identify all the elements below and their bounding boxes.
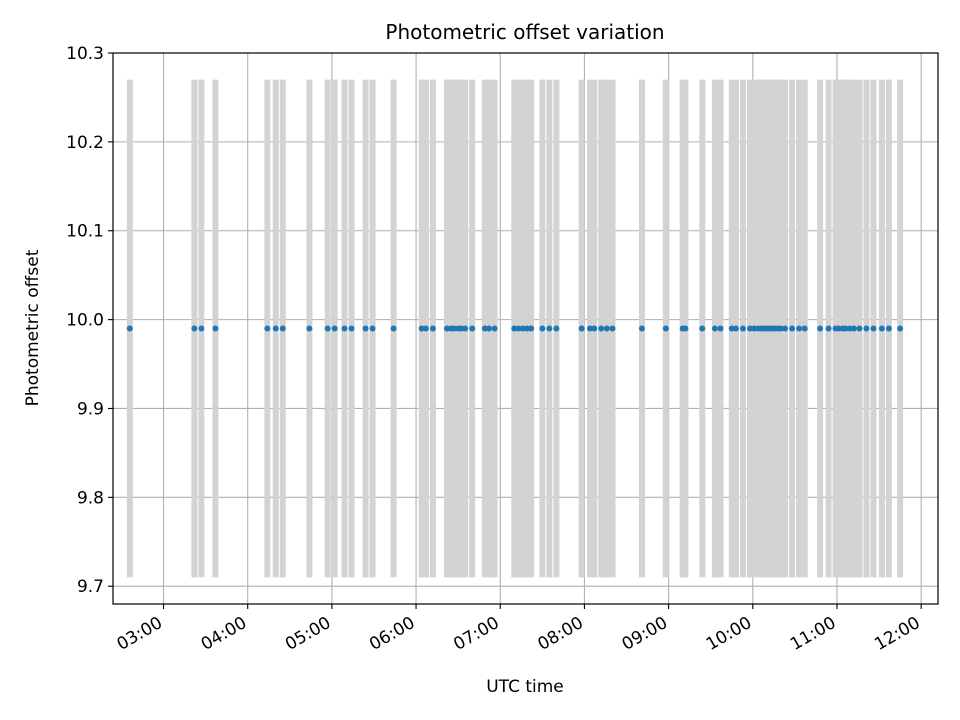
y-tick-label: 9.9 xyxy=(77,399,104,419)
data-point xyxy=(198,325,205,332)
data-point xyxy=(846,325,853,332)
data-point xyxy=(796,325,803,332)
data-point xyxy=(450,325,457,332)
data-point xyxy=(515,325,522,332)
data-point xyxy=(362,325,369,332)
data-point xyxy=(897,325,904,332)
y-axis-ticks: 9.7 9.8 9.9 10.0 10.1 10.2 10.3 xyxy=(66,44,113,597)
y-tick-label: 9.7 xyxy=(77,577,104,597)
data-point xyxy=(662,325,669,332)
data-point xyxy=(546,325,553,332)
data-point xyxy=(825,325,832,332)
data-point xyxy=(739,325,746,332)
data-point xyxy=(732,325,739,332)
data-point xyxy=(746,325,753,332)
data-point xyxy=(817,325,824,332)
chart-title: Photometric offset variation xyxy=(385,20,664,44)
data-point xyxy=(578,325,585,332)
data-point xyxy=(306,325,313,332)
data-point xyxy=(682,325,689,332)
data-point xyxy=(324,325,331,332)
data-point xyxy=(591,325,598,332)
data-point xyxy=(491,325,498,332)
data-point xyxy=(777,325,784,332)
data-point xyxy=(728,325,735,332)
data-point xyxy=(511,325,518,332)
data-point xyxy=(126,325,133,332)
data-point xyxy=(717,325,724,332)
data-point xyxy=(598,325,605,332)
data-point xyxy=(457,325,464,332)
y-tick-label: 10.1 xyxy=(66,222,104,242)
data-point xyxy=(519,325,526,332)
data-point xyxy=(212,325,219,332)
data-point xyxy=(429,325,436,332)
data-point xyxy=(469,325,476,332)
data-point xyxy=(443,325,450,332)
y-tick-label: 10.2 xyxy=(66,133,104,153)
data-point xyxy=(751,325,758,332)
data-point xyxy=(279,325,286,332)
data-point xyxy=(348,325,355,332)
data-point xyxy=(711,325,718,332)
y-tick-label: 10.3 xyxy=(66,44,104,64)
data-point xyxy=(850,325,857,332)
data-point xyxy=(523,325,530,332)
data-point xyxy=(835,325,842,332)
data-point xyxy=(789,325,796,332)
data-point xyxy=(878,325,885,332)
data-point xyxy=(191,325,198,332)
data-point xyxy=(486,325,493,332)
data-point xyxy=(390,325,397,332)
data-point xyxy=(609,325,616,332)
data-point xyxy=(481,325,488,332)
data-point xyxy=(553,325,560,332)
data-point xyxy=(539,325,546,332)
plot-frame xyxy=(112,52,939,605)
data-point xyxy=(264,325,271,332)
y-tick-label: 9.8 xyxy=(77,488,104,508)
data-points xyxy=(126,325,904,332)
data-point xyxy=(603,325,610,332)
data-point xyxy=(528,325,535,332)
data-point xyxy=(856,325,863,332)
data-point xyxy=(870,325,877,332)
data-point xyxy=(863,325,870,332)
x-axis-label: UTC time xyxy=(486,677,564,697)
data-point xyxy=(587,325,594,332)
data-point xyxy=(801,325,808,332)
data-point xyxy=(699,325,706,332)
data-point xyxy=(422,325,429,332)
data-point xyxy=(885,325,892,332)
data-point xyxy=(369,325,376,332)
data-point xyxy=(331,325,338,332)
y-tick-label: 10.0 xyxy=(66,311,104,331)
y-axis-label: Photometric offset xyxy=(23,249,43,406)
data-point xyxy=(418,325,425,332)
data-point xyxy=(462,325,469,332)
data-point xyxy=(341,325,348,332)
data-point xyxy=(638,325,645,332)
data-point xyxy=(272,325,279,332)
data-point xyxy=(782,325,789,332)
data-point xyxy=(842,325,849,332)
